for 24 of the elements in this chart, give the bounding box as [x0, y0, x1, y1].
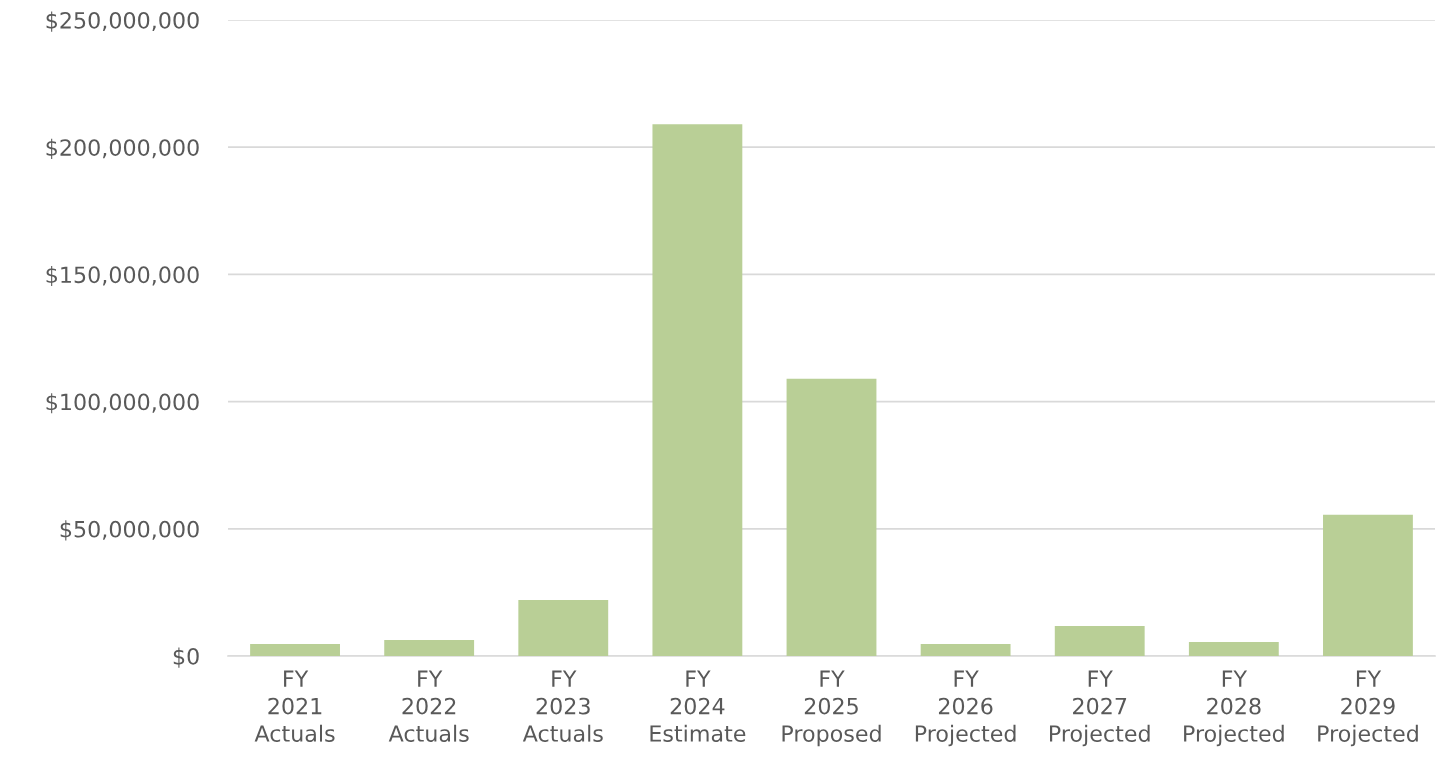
x-tick-label: FY 2027 Projected	[1050, 670, 1150, 747]
bar	[920, 644, 1011, 656]
bar	[518, 600, 609, 656]
bar	[1054, 625, 1145, 656]
x-tick-label: FY 2021 Actuals	[254, 670, 335, 742]
y-tick-label: $0	[173, 647, 199, 668]
y-tick-label: $100,000,000	[46, 393, 199, 414]
x-tick-label: FY 2028 Projected	[1184, 670, 1284, 747]
x-tick-label: FY 2023 Actuals	[522, 670, 603, 742]
x-tick-label: FY 2029 Projected	[1318, 670, 1418, 747]
x-tick-label: FY 2026 Projected	[915, 670, 1016, 747]
bar	[384, 639, 475, 656]
y-tick-label: $150,000,000	[46, 265, 199, 287]
bar	[652, 124, 743, 656]
y-tick-label: $50,000,000	[60, 520, 199, 541]
x-tick-label: FY 2022 Actuals	[388, 670, 469, 742]
y-tick-label: $200,000,000	[46, 138, 199, 159]
bar	[1188, 642, 1279, 656]
x-tick-label: FY 2025 Proposed	[782, 670, 881, 747]
y-tick-label: $250,000,000	[46, 11, 199, 32]
x-tick-label: FY 2024 Estimate	[650, 670, 746, 742]
bar	[786, 378, 877, 656]
bar	[250, 644, 340, 656]
bar	[1323, 514, 1413, 656]
